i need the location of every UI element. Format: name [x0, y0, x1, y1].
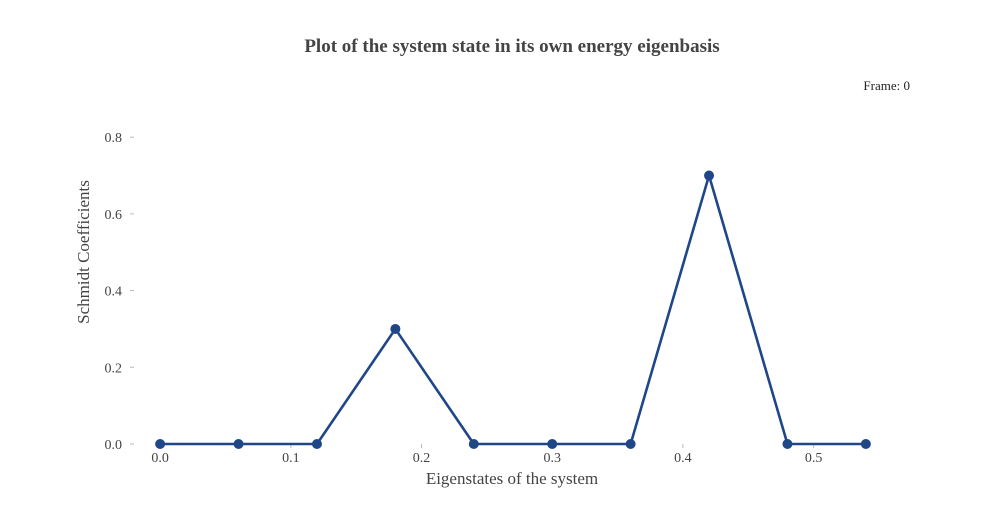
data-point[interactable]	[468, 439, 479, 449]
data-point[interactable]	[155, 439, 166, 449]
data-point[interactable]	[704, 170, 715, 181]
y-tick-label: 0.2	[105, 361, 123, 376]
x-tick-label: 0.2	[413, 451, 431, 466]
x-tick-label: 0.3	[543, 451, 561, 466]
series-line	[160, 174, 866, 446]
data-point[interactable]	[233, 439, 244, 449]
x-axis-title: Eigenstates of the system	[426, 469, 598, 488]
y-tick-label: 0.4	[105, 285, 123, 300]
frame-counter: Frame: 0	[863, 78, 910, 93]
y-tick-label: 0.8	[105, 131, 123, 146]
data-point[interactable]	[547, 439, 558, 449]
y-tick-label: 0.6	[105, 208, 123, 223]
data-point[interactable]	[782, 439, 793, 449]
chart-title: Plot of the system state in its own ener…	[304, 36, 719, 57]
y-axis: 0.0 0.2 0.4 0.6 0.8	[105, 131, 134, 453]
x-tick-label: 0.4	[674, 451, 692, 466]
y-axis-title: Schmidt Coefficients	[74, 180, 93, 324]
data-point[interactable]	[390, 323, 401, 334]
data-point[interactable]	[860, 439, 871, 449]
data-point[interactable]	[311, 439, 322, 449]
y-tick-label: 0.0	[105, 438, 123, 453]
x-axis: 0.0 0.1 0.2 0.3 0.4 0.5	[151, 444, 822, 466]
x-tick-label: 0.5	[805, 451, 823, 466]
x-tick-label: 0.1	[282, 451, 300, 466]
x-tick-label: 0.0	[151, 451, 169, 466]
data-point[interactable]	[625, 439, 636, 449]
plot-area	[155, 170, 871, 449]
